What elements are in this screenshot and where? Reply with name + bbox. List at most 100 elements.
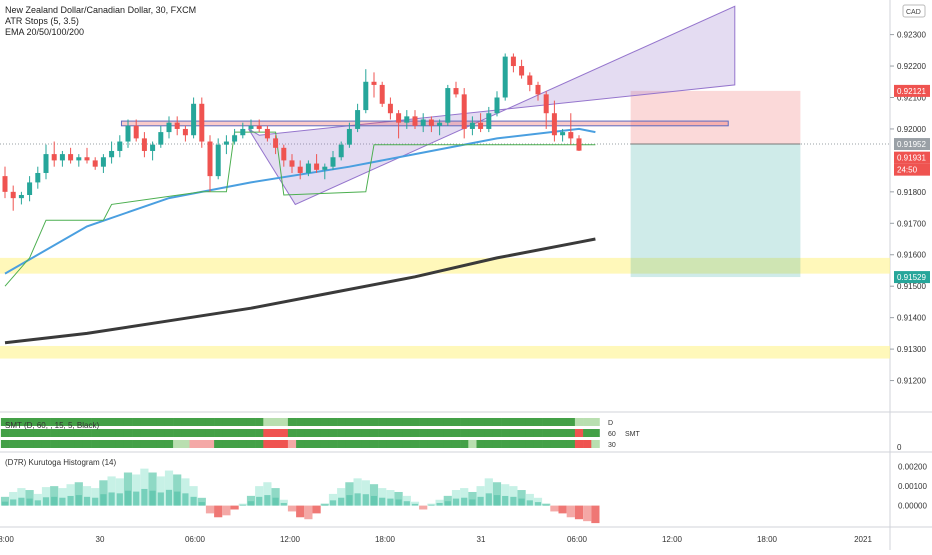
smt-title[interactable]: SMT (D, 60, , 15, 5, Black) (5, 421, 100, 430)
candle-body (51, 154, 57, 161)
smt-cell (369, 440, 379, 448)
smt-cell (230, 418, 239, 426)
candle-body (305, 163, 311, 173)
histogram-bar (271, 488, 280, 506)
smt-cell (296, 440, 305, 448)
kurutoga-title[interactable]: (D7R) Kurutoga Histogram (14) (5, 458, 117, 467)
smt-side-label: SMT (625, 431, 641, 438)
candle-body (346, 128, 352, 145)
smt-cell (263, 440, 272, 448)
smt-cell (320, 429, 330, 437)
histogram-bar (287, 505, 297, 512)
histogram-inner-bar (83, 496, 91, 506)
smt-cell (492, 429, 502, 437)
histogram-bar (189, 486, 198, 506)
smt-cell (484, 418, 494, 426)
smt-cell (328, 440, 338, 448)
candle-body (125, 125, 131, 142)
candle-body (437, 122, 443, 126)
smt-cell (25, 440, 34, 448)
smt-cell (320, 418, 330, 426)
histogram-bar (386, 490, 395, 506)
histogram-inner-bar (157, 492, 164, 506)
candle-body (289, 160, 295, 167)
smt-cell (99, 429, 108, 437)
smt-cell (369, 418, 379, 426)
symbol-title[interactable]: New Zealand Dollar/Canadian Dollar, 30, … (5, 5, 197, 15)
histogram-bar (123, 472, 133, 506)
smt-cell (74, 440, 84, 448)
smt-cell (271, 418, 280, 426)
histogram-inner-bar (108, 492, 115, 506)
candle-body (519, 66, 525, 76)
smt-cell (33, 429, 43, 437)
histogram-inner-bar (387, 498, 394, 506)
smt-cell (140, 440, 149, 448)
smt-cell (378, 418, 387, 426)
histogram-bar (214, 505, 223, 518)
smt-cell (583, 429, 592, 437)
smt-cell (591, 429, 600, 437)
histogram-bar (296, 505, 305, 518)
histogram-inner-bar (403, 501, 410, 506)
candle-body (322, 166, 328, 170)
histogram-inner-bar (1, 501, 9, 506)
atr-stops-label[interactable]: ATR Stops (5, 3.5) (5, 16, 79, 26)
candle-body (68, 154, 74, 161)
candle-body (502, 56, 508, 98)
histogram-bar (542, 503, 551, 506)
histogram-inner-bar (272, 497, 279, 506)
histogram-bar (82, 486, 92, 506)
smt-cell (230, 429, 239, 437)
smt-cell (509, 418, 518, 426)
histogram-inner-bar (182, 493, 189, 506)
time-axis-label: 30 (96, 535, 105, 544)
smt-cell (304, 440, 313, 448)
histogram-bar (246, 495, 256, 506)
histogram-bar (164, 470, 174, 506)
histogram-inner-bar (174, 491, 181, 506)
ema-label[interactable]: EMA 20/50/100/200 (5, 27, 85, 37)
smt-cell (107, 440, 116, 448)
smt-cell (66, 418, 75, 426)
histogram-bar (484, 478, 493, 506)
ema-200-line (4, 237, 596, 345)
histogram-inner-bar (133, 491, 140, 506)
histogram-bar (74, 482, 83, 506)
smt-cell (74, 418, 84, 426)
histogram-inner-bar (10, 499, 17, 506)
smt-cell (460, 429, 469, 437)
smt-cell (123, 418, 133, 426)
candle-body (2, 176, 8, 192)
candle-body (43, 154, 49, 173)
candle-body (478, 122, 484, 129)
smt-cell (189, 440, 198, 448)
candle-body (10, 191, 16, 199)
smt-cell (41, 418, 51, 426)
smt-cell (0, 429, 10, 437)
smt-cell (427, 418, 436, 426)
candle-body (281, 147, 287, 161)
smt-cell (419, 429, 428, 437)
smt-cell (574, 440, 584, 448)
candle-body (568, 132, 574, 139)
candle-body (355, 110, 361, 129)
smt-cell (312, 429, 321, 437)
smt-cell (410, 440, 420, 448)
smt-cell (410, 429, 420, 437)
histogram-bar (328, 493, 338, 506)
histogram-bar (148, 472, 157, 506)
histogram-inner-bar (354, 493, 361, 506)
candle-body (387, 103, 393, 114)
histogram-inner-bar (141, 488, 148, 506)
histogram-bar (91, 488, 100, 506)
smt-cell (164, 440, 174, 448)
histogram-inner-bar (67, 495, 74, 506)
histogram-inner-bar (280, 502, 287, 506)
smt-cell (74, 429, 84, 437)
smt-cell (82, 440, 92, 448)
smt-row-label: 30 (608, 442, 616, 449)
candle-body (560, 132, 566, 136)
smt-cell (164, 418, 174, 426)
